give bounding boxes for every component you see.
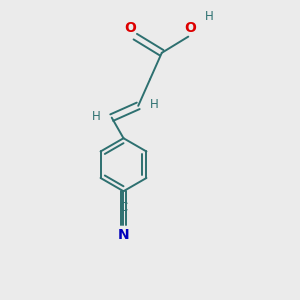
Text: H: H bbox=[149, 98, 158, 111]
Text: C: C bbox=[119, 201, 128, 214]
Text: H: H bbox=[205, 11, 213, 23]
Text: N: N bbox=[118, 228, 129, 242]
Text: O: O bbox=[124, 21, 136, 35]
Text: O: O bbox=[184, 21, 196, 35]
Text: H: H bbox=[92, 110, 100, 123]
